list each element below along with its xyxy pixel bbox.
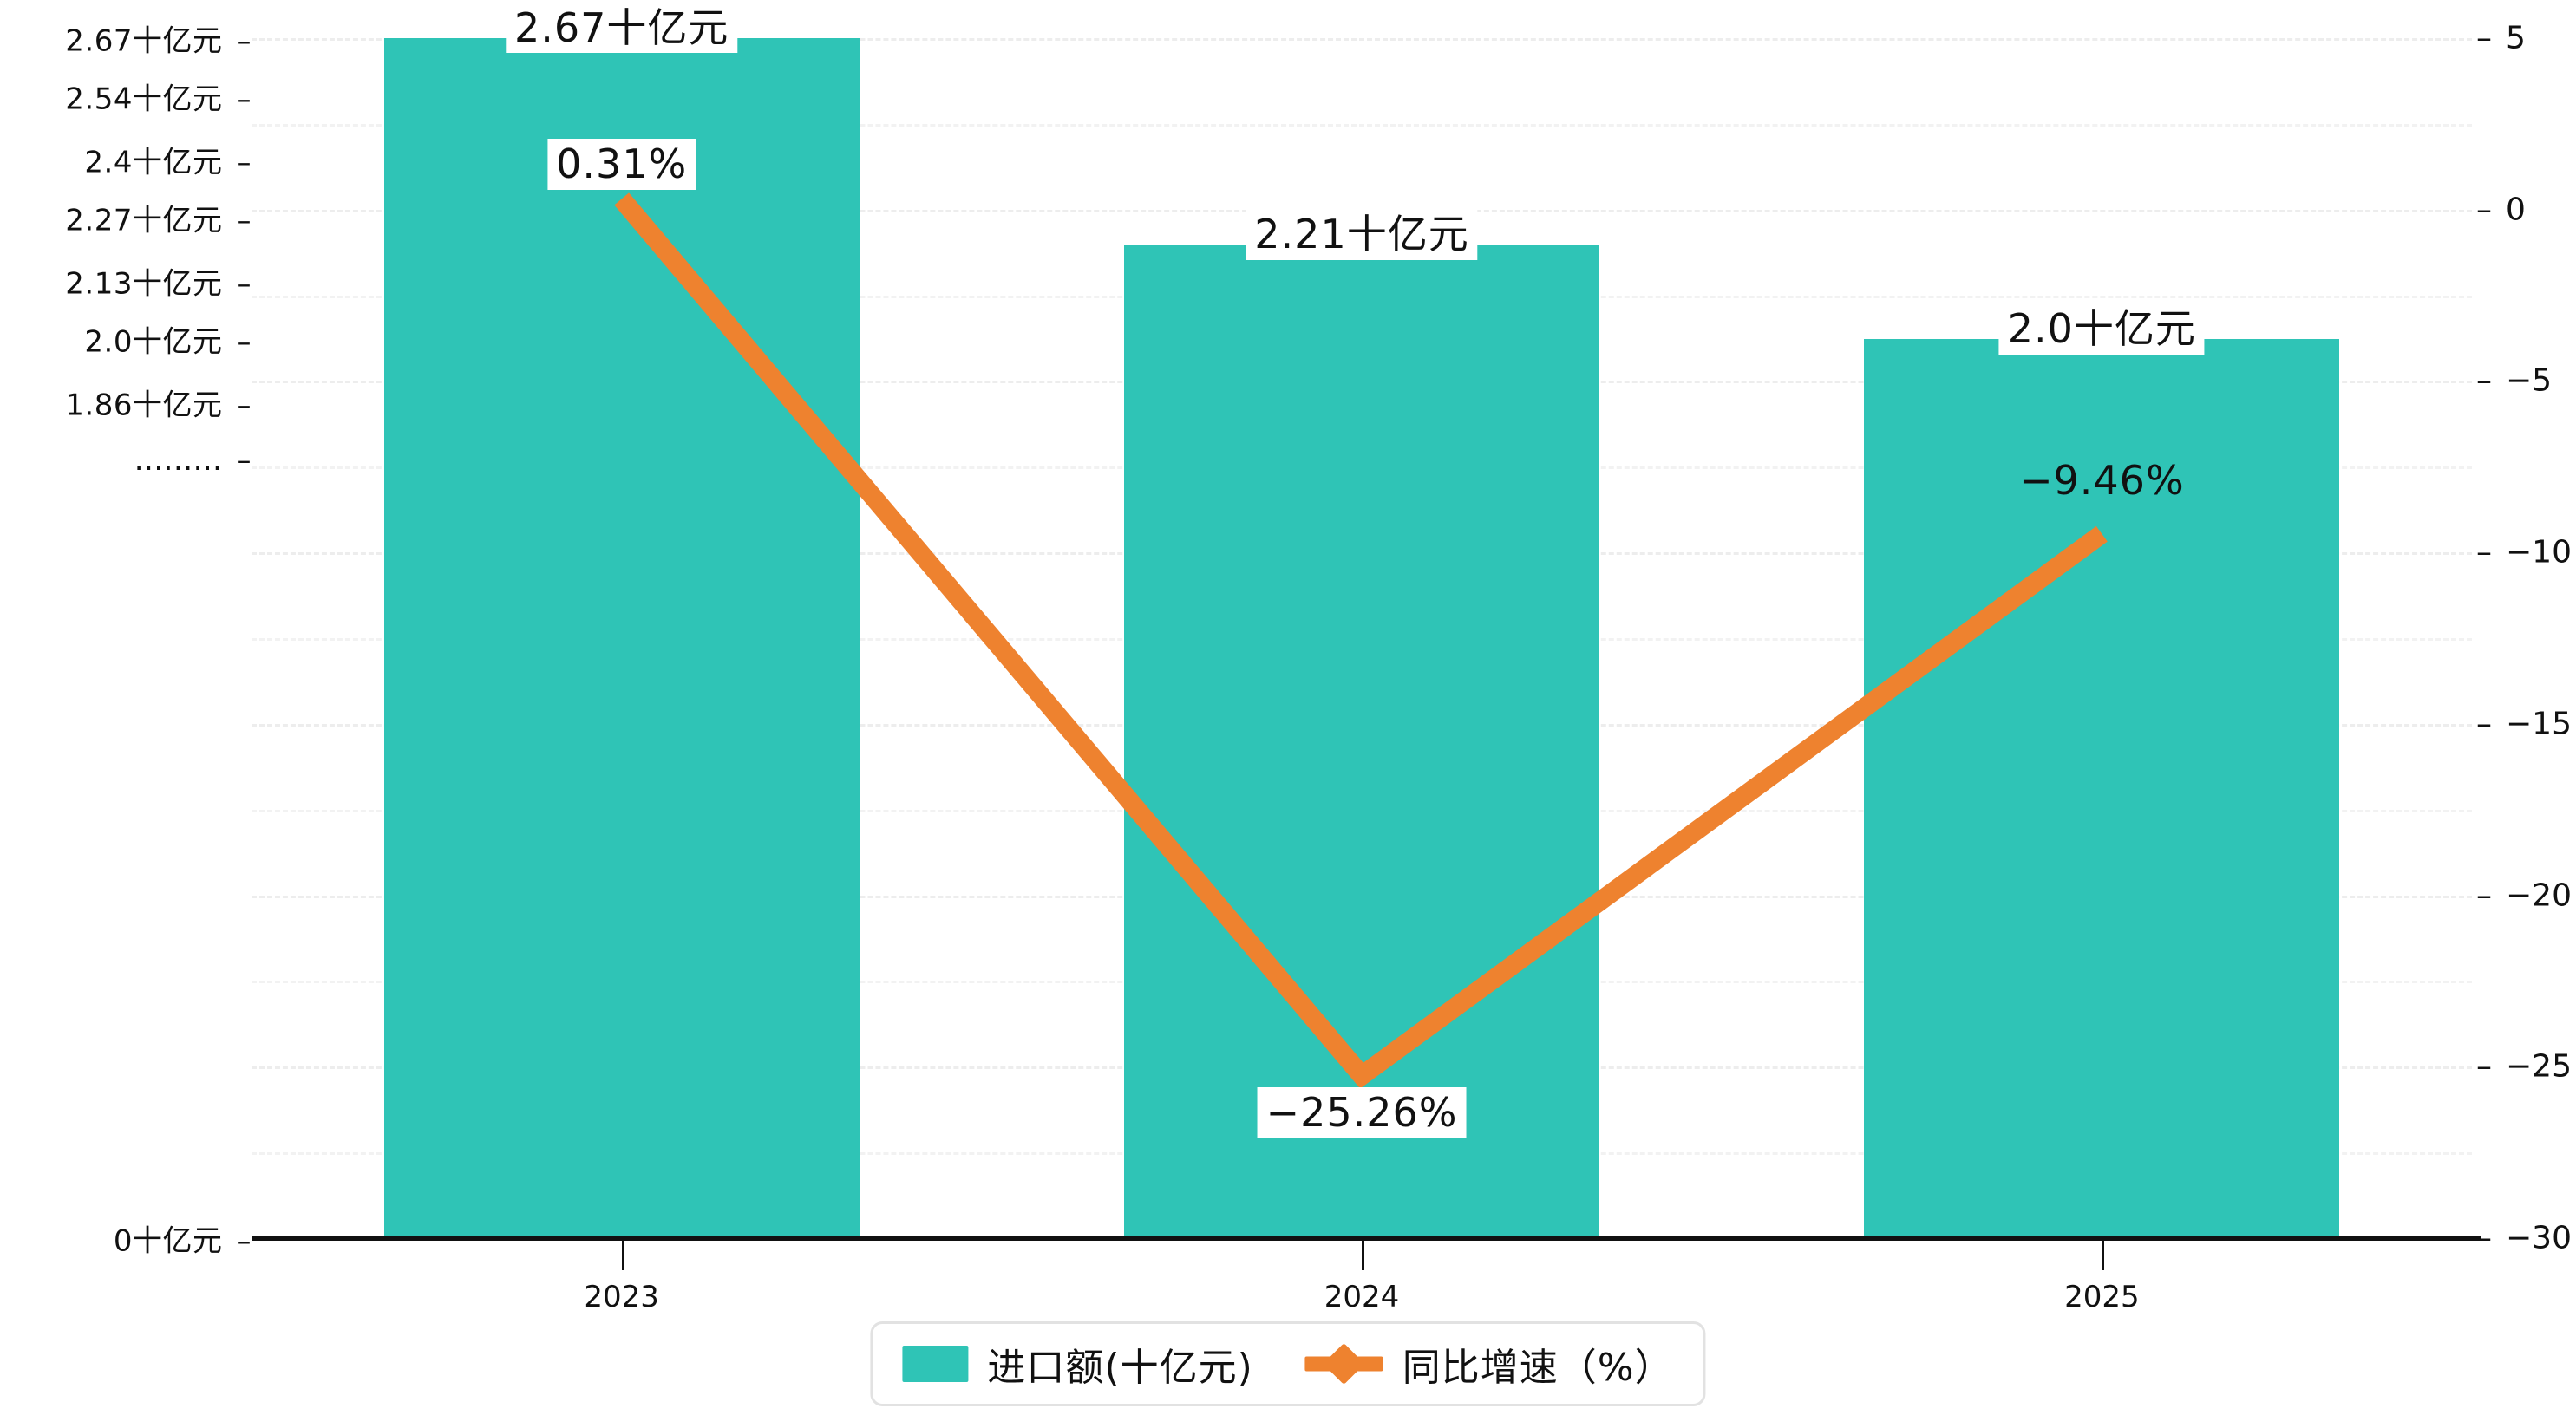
right-y-tick-text: −20 xyxy=(2506,877,2572,914)
right-y-tick-text: 0 xyxy=(2506,192,2526,228)
right-y-tick-text: −30 xyxy=(2506,1220,2572,1256)
left-y-tick-label: 2.4十亿元 – xyxy=(84,138,252,180)
left-y-tick-label: ......... – xyxy=(134,443,252,478)
right-y-tick-label: – −5 xyxy=(2476,363,2552,399)
left-y-tick-text: 2.67十亿元 xyxy=(65,23,223,59)
left-y-tick-mark: – xyxy=(236,266,252,302)
right-y-tick-mark: – xyxy=(2476,1048,2492,1085)
plot-area xyxy=(252,38,2472,1241)
right-y-tick-mark: – xyxy=(2476,877,2492,914)
left-y-tick-mark: – xyxy=(236,23,252,59)
right-y-tick-mark: – xyxy=(2476,1220,2492,1256)
left-y-tick-label: 0十亿元 – xyxy=(114,1217,252,1260)
right-y-tick-text: −5 xyxy=(2506,362,2553,399)
left-y-tick-mark: – xyxy=(236,145,252,180)
right-y-tick-mark: – xyxy=(2476,706,2492,742)
left-y-tick-mark: – xyxy=(236,203,252,238)
line-value-label-2025: −9.46% xyxy=(2018,456,2185,504)
right-y-tick-text: −10 xyxy=(2506,534,2572,571)
left-y-tick-mark: – xyxy=(236,443,252,479)
left-y-tick-label: 2.27十亿元 – xyxy=(65,197,252,239)
gridline-minor xyxy=(252,123,2472,127)
line-value-label-2023: 0.31% xyxy=(547,139,696,190)
left-y-tick-mark: – xyxy=(236,1223,252,1259)
left-y-tick-text: 0十亿元 xyxy=(113,1223,223,1259)
right-y-tick-mark: – xyxy=(2476,362,2492,399)
x-axis-baseline xyxy=(252,1236,2481,1241)
right-y-tick-label: – −20 xyxy=(2476,877,2572,913)
left-y-tick-text: 2.54十亿元 xyxy=(65,82,223,117)
right-y-tick-label: – −10 xyxy=(2476,535,2572,571)
right-y-tick-mark: – xyxy=(2476,20,2492,56)
bar-value-label-2024: 2.21十亿元 xyxy=(1246,209,1478,260)
x-tick-mark xyxy=(621,1241,624,1270)
left-y-tick-text: 2.27十亿元 xyxy=(65,203,223,238)
right-y-tick-label: –0 xyxy=(2476,192,2526,227)
x-tick-label-2025: 2025 xyxy=(2064,1280,2140,1314)
x-tick-label-2024: 2024 xyxy=(1324,1280,1400,1314)
legend-line-marker-icon xyxy=(1304,1342,1383,1386)
left-y-axis: 0十亿元 –......... –1.86十亿元 –2.0十亿元 –2.13十亿元 –2.… xyxy=(0,0,252,1415)
right-y-tick-mark: – xyxy=(2476,534,2492,571)
left-y-tick-label: 2.67十亿元 – xyxy=(65,17,252,60)
legend-item-growth-rate[interactable]: 同比增速（%） xyxy=(1304,1336,1674,1392)
left-y-tick-mark: – xyxy=(236,388,252,423)
left-y-tick-label: 2.0十亿元 – xyxy=(84,318,252,361)
left-y-tick-text: 2.4十亿元 xyxy=(84,145,223,180)
legend-bar-swatch-icon xyxy=(902,1346,969,1382)
right-y-tick-label: – −25 xyxy=(2476,1049,2572,1085)
left-y-tick-text: 2.0十亿元 xyxy=(84,324,223,360)
bar-value-label-2025: 2.0十亿元 xyxy=(1998,303,2205,355)
right-y-tick-text: −25 xyxy=(2506,1048,2572,1085)
legend-item-import-value[interactable]: 进口额(十亿元) xyxy=(902,1336,1252,1392)
bar-value-label-2023: 2.67十亿元 xyxy=(505,3,738,54)
left-y-tick-mark: – xyxy=(236,82,252,117)
line-value-label-2024: −25.26% xyxy=(1257,1086,1467,1138)
left-y-tick-text: 1.86十亿元 xyxy=(65,388,223,423)
chart-legend[interactable]: 进口额(十亿元) 同比增速（%） xyxy=(870,1321,1706,1406)
left-y-tick-label: 2.13十亿元 – xyxy=(65,259,252,302)
bar-2025[interactable] xyxy=(1864,339,2340,1238)
right-y-tick-label: – −15 xyxy=(2476,706,2572,741)
left-y-tick-label: 2.54十亿元 – xyxy=(65,75,252,118)
x-tick-mark xyxy=(1362,1241,1364,1270)
bar-2023[interactable] xyxy=(383,38,860,1238)
line-series-layer xyxy=(614,192,2108,1089)
left-y-tick-label: 1.86十亿元 – xyxy=(65,381,252,423)
right-y-tick-label: – −30 xyxy=(2476,1221,2572,1256)
left-y-tick-text: 2.13十亿元 xyxy=(65,266,223,302)
growth-rate-line[interactable] xyxy=(614,192,2108,1089)
left-y-tick-mark: – xyxy=(236,324,252,360)
right-y-tick-label: –5 xyxy=(2476,21,2526,56)
right-y-tick-text: −15 xyxy=(2506,706,2572,742)
x-tick-mark xyxy=(2102,1241,2105,1270)
x-tick-label-2023: 2023 xyxy=(584,1280,659,1314)
legend-item-label: 同比增速（%） xyxy=(1402,1346,1674,1390)
right-y-axis: –5–0– −5– −10– −15– −20– −25– −30 xyxy=(2476,0,2576,1415)
right-y-tick-mark: – xyxy=(2476,192,2492,228)
left-y-tick-text: ......... xyxy=(134,443,223,479)
legend-diamond-marker-icon xyxy=(1323,1342,1365,1386)
gridline xyxy=(252,38,2472,41)
right-y-tick-text: 5 xyxy=(2506,20,2526,56)
legend-item-label: 进口额(十亿元) xyxy=(987,1346,1253,1390)
